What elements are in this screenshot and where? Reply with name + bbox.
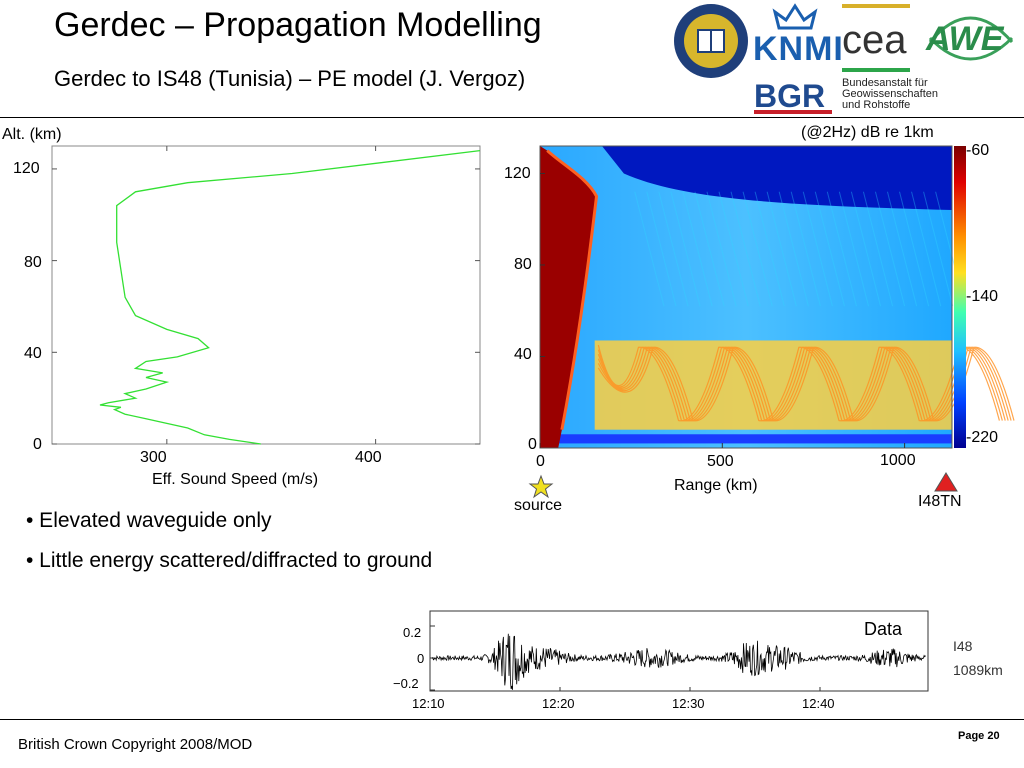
- ground-stripe: [540, 434, 952, 444]
- awe-text: AWE: [926, 20, 1004, 58]
- y-tick: 80: [24, 254, 42, 271]
- alt-axis-label: Alt. (km): [2, 126, 62, 143]
- ray-streak: [790, 191, 821, 307]
- ray-streak: [862, 191, 894, 307]
- ray-streak: [718, 191, 749, 307]
- cea-bottom-bar: [842, 68, 910, 72]
- x-tick: 500: [707, 453, 734, 470]
- ray-streak: [694, 191, 725, 307]
- ray-streak: [778, 191, 809, 307]
- station-distance: 1089km: [953, 662, 1003, 678]
- colorbar-tick: -140: [966, 288, 999, 305]
- cea-logo: cea: [842, 4, 920, 74]
- y-tick: 120: [504, 165, 531, 182]
- colorbar: [954, 146, 966, 448]
- ray-streak: [802, 191, 833, 307]
- source-lobe-edge: [546, 149, 599, 430]
- ray-streak: [814, 191, 845, 307]
- waveform-trace: [431, 633, 926, 690]
- ray-streak: [923, 191, 954, 307]
- upper-low-energy-region: [601, 146, 952, 211]
- slide-title: Gerdec – Propagation Modelling: [54, 6, 542, 44]
- x-tick: 1000: [880, 452, 916, 469]
- x-tick: 12:40: [802, 696, 835, 711]
- source-main-lobe: [540, 146, 597, 448]
- y-tick: 0: [417, 651, 425, 666]
- nrl-logo: [671, 2, 751, 80]
- station-triangle-icon: [934, 472, 958, 492]
- x-tick: 0: [536, 453, 545, 470]
- x-axis-label: Eff. Sound Speed (m/s): [152, 471, 319, 488]
- ray-streak: [658, 191, 689, 307]
- y-tick: 0: [33, 436, 42, 453]
- x-tick: 400: [355, 449, 382, 466]
- station-name: I48: [953, 638, 973, 654]
- ray-streak: [682, 191, 713, 307]
- x-tick: 300: [140, 449, 167, 466]
- y-tick: 120: [13, 160, 40, 177]
- ray-streak: [899, 191, 930, 307]
- colorbar-gradient: [954, 146, 966, 448]
- sound-speed-line: [99, 149, 481, 445]
- knmi-logo: KNMI: [753, 2, 843, 72]
- slide-subtitle: Gerdec to IS48 (Tunisia) – PE model (J. …: [54, 66, 526, 91]
- ray-streak: [646, 191, 677, 307]
- waveform-legend: Data: [862, 619, 905, 640]
- heatmap-title: (@2Hz) dB re 1km: [801, 124, 934, 141]
- cea-text: cea: [842, 18, 907, 62]
- y-tick: 0: [528, 436, 537, 453]
- colorbar-tick: -60: [966, 142, 990, 159]
- ray-streak: [766, 191, 797, 307]
- source-label: source: [514, 497, 563, 514]
- ray-streak: [826, 191, 857, 307]
- ray-streak: [730, 191, 761, 307]
- ray-streak: [838, 191, 869, 307]
- y-tick: 0.2: [403, 625, 422, 640]
- ray-streak: [850, 191, 882, 307]
- awe-logo: AWE: [920, 4, 1020, 74]
- source-star-icon: [528, 474, 554, 499]
- waveform-chart: [429, 610, 929, 692]
- station-label: I48TN: [918, 493, 962, 510]
- bgr-fullname: Bundesanstalt für Geowissenschaften und …: [842, 77, 938, 111]
- bullet-1: • Elevated waveguide only: [26, 509, 272, 532]
- ray-streak: [706, 191, 737, 307]
- y-tick: 40: [514, 346, 532, 363]
- pe-model-heatmap: [539, 145, 1015, 449]
- plot-frame: [51, 145, 481, 445]
- x-tick: 12:20: [542, 696, 575, 711]
- copyright: British Crown Copyright 2008/MOD: [18, 736, 253, 753]
- bgr-underline: [754, 110, 832, 114]
- waveguide-band: [594, 340, 952, 430]
- y-tick: 40: [24, 345, 42, 362]
- bgr-text: BGR: [754, 78, 826, 114]
- ray-streak: [886, 191, 918, 307]
- ray-streak: [911, 191, 942, 307]
- cea-top-bar: [842, 4, 910, 8]
- knmi-text: KNMI: [753, 30, 844, 68]
- ray-streak: [742, 191, 773, 307]
- bullet-2: • Little energy scattered/diffracted to …: [26, 549, 433, 572]
- x-tick: 12:30: [672, 696, 705, 711]
- page-number: Page 20: [958, 730, 1000, 742]
- bgr-logo: BGR Bundesanstalt für Geowissenschaften …: [754, 78, 1014, 114]
- colorbar-tick: -220: [966, 429, 999, 446]
- x-axis-label: Range (km): [674, 477, 758, 494]
- ray-streak: [874, 191, 906, 307]
- waveguide-rays: [597, 344, 1015, 422]
- ray-streak: [670, 191, 701, 307]
- y-tick: −0.2: [393, 676, 419, 691]
- sound-speed-profile-chart: [51, 145, 481, 445]
- header-divider: [0, 117, 1024, 118]
- ray-streak: [634, 191, 665, 307]
- x-tick: 12:10: [412, 696, 445, 711]
- plot-frame: [539, 145, 953, 449]
- footer-divider: [0, 719, 1024, 720]
- ray-streak: [754, 191, 785, 307]
- y-tick: 80: [514, 256, 532, 273]
